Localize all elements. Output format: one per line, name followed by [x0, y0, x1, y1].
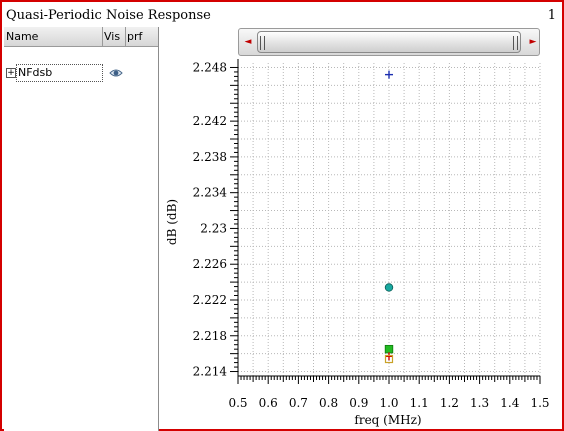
scroll-thumb[interactable] — [257, 31, 521, 53]
trace-panel: Name Vis prf + NFdsb — [4, 27, 159, 431]
y-tick-label: 2.226 — [193, 257, 227, 271]
trace-table-header: Name Vis prf — [4, 27, 158, 47]
x-tick-label: 1.5 — [530, 396, 549, 410]
grid — [238, 63, 541, 376]
x-tick-label: 0.6 — [259, 396, 278, 410]
x-tick-label: 1.1 — [410, 396, 429, 410]
y-axis-label: dB (dB) — [165, 199, 179, 245]
scroll-right-arrow-icon[interactable]: ► — [529, 37, 537, 47]
data-point-box — [384, 354, 394, 364]
x-tick-label: 1.2 — [440, 396, 459, 410]
y-tick-label: 2.248 — [193, 60, 227, 74]
column-name[interactable]: Name — [6, 30, 39, 43]
data-point-plus — [385, 352, 393, 361]
x-tick-label: 0.7 — [289, 396, 308, 410]
x-tick-label: 1.3 — [470, 396, 489, 410]
y-tick-label: 2.242 — [193, 114, 227, 128]
y-tick-label: 2.222 — [193, 293, 227, 307]
data-point-square — [384, 344, 394, 354]
column-prf[interactable]: prf — [127, 30, 143, 43]
x-tick-label: 1.0 — [379, 396, 398, 410]
x-tick-label: 0.9 — [349, 396, 368, 410]
y-tick-label: 2.214 — [193, 365, 228, 379]
axes: 0.5 0.6 0.7 0.8 0.9 1.0 1.1 1.2 1.3 1.4 1.5 2.214 2.… — [193, 59, 550, 410]
window-title: Quasi-Periodic Noise Response — [6, 8, 211, 23]
y-tick-label: 2.218 — [193, 329, 227, 343]
data-points — [384, 70, 394, 364]
page-number: 1 — [547, 8, 556, 23]
x-axis-scrollbar[interactable]: ◄ ► — [238, 28, 540, 56]
expand-icon[interactable]: + — [6, 68, 16, 78]
scroll-left-arrow-icon[interactable]: ◄ — [244, 37, 252, 47]
eye-icon[interactable] — [109, 67, 123, 79]
x-axis-label: freq (MHz) — [354, 413, 421, 427]
trace-name-nfdsb[interactable]: NFdsb — [16, 64, 103, 82]
x-tick-label: 0.8 — [319, 396, 338, 410]
column-vis[interactable]: Vis — [104, 30, 121, 43]
x-tick-label: 0.5 — [228, 396, 247, 410]
y-tick-label: 2.234 — [193, 186, 228, 200]
data-point-circle — [384, 283, 394, 292]
left-grip-handle[interactable] — [260, 36, 265, 50]
data-point-plus — [385, 70, 393, 79]
y-tick-label: 2.238 — [193, 150, 227, 164]
x-tick-label: 1.4 — [500, 396, 519, 410]
y-tick-label: 2.23 — [200, 221, 227, 235]
right-grip-handle[interactable] — [513, 36, 518, 50]
